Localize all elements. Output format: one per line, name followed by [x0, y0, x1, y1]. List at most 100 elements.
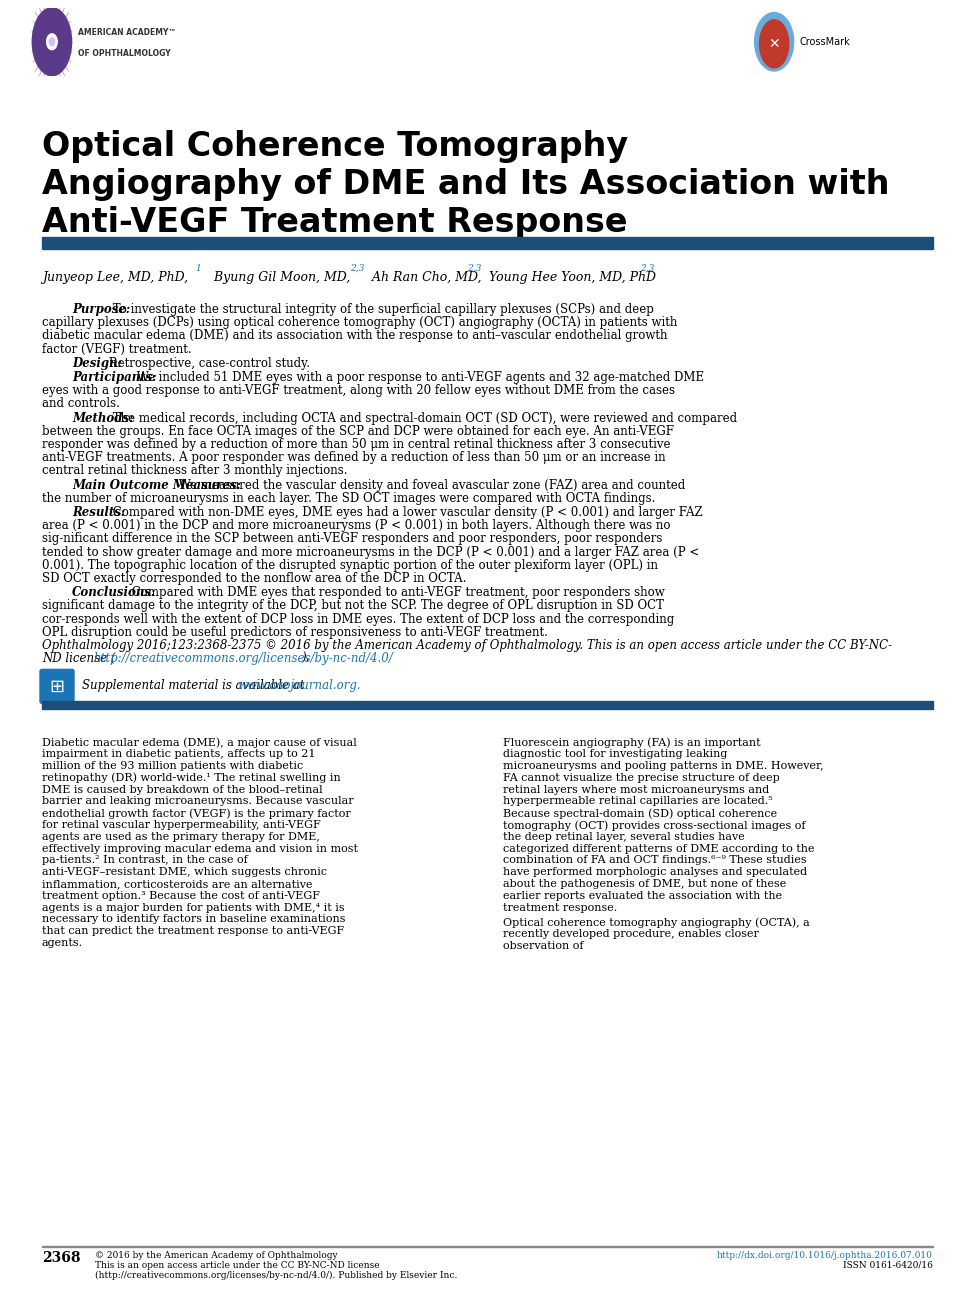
Text: agents.: agents.	[42, 938, 83, 947]
Text: http://creativecommons.org/licenses/by-nc-nd/4.0/: http://creativecommons.org/licenses/by-n…	[93, 652, 393, 666]
Text: diabetic macular edema (DME) and its association with the response to anti–vascu: diabetic macular edema (DME) and its ass…	[42, 329, 668, 342]
Text: have performed morphologic analyses and speculated: have performed morphologic analyses and …	[503, 868, 807, 877]
Text: and controls.: and controls.	[42, 398, 120, 410]
Text: the number of microaneurysms in each layer. The SD OCT images were compared with: the number of microaneurysms in each lay…	[42, 492, 655, 505]
Text: ).: ).	[301, 652, 310, 666]
Text: The medical records, including OCTA and spectral-domain OCT (SD OCT), were revie: The medical records, including OCTA and …	[109, 411, 737, 424]
Text: CrossMark: CrossMark	[800, 37, 850, 47]
Text: retinal layers where most microaneurysms and: retinal layers where most microaneurysms…	[503, 784, 769, 795]
Ellipse shape	[755, 13, 794, 70]
Text: treatment response.: treatment response.	[503, 903, 617, 912]
Text: Optical coherence tomography angiography (OCTA), a: Optical coherence tomography angiography…	[503, 917, 810, 928]
Ellipse shape	[50, 38, 55, 46]
Text: microaneurysms and pooling patterns in DME. However,: microaneurysms and pooling patterns in D…	[503, 761, 824, 771]
Text: between the groups. En face OCTA images of the SCP and DCP were obtained for eac: between the groups. En face OCTA images …	[42, 425, 674, 437]
Text: To investigate the structural integrity of the superficial capillary plexuses (S: To investigate the structural integrity …	[109, 303, 654, 316]
Text: 2,3: 2,3	[350, 264, 365, 273]
Text: We included 51 DME eyes with a poor response to anti-VEGF agents and 32 age-matc: We included 51 DME eyes with a poor resp…	[133, 371, 704, 384]
Text: earlier reports evaluated the association with the: earlier reports evaluated the associatio…	[503, 891, 782, 900]
Text: We measured the vascular density and foveal avascular zone (FAZ) area and counte: We measured the vascular density and fov…	[175, 479, 685, 492]
Text: anti-VEGF–resistant DME, which suggests chronic: anti-VEGF–resistant DME, which suggests …	[42, 868, 328, 877]
Text: SD OCT exactly corresponded to the nonflow area of the DCP in OCTA.: SD OCT exactly corresponded to the nonfl…	[42, 572, 466, 585]
Text: Ah Ran Cho, MD,: Ah Ran Cho, MD,	[368, 271, 482, 284]
Text: ⊞: ⊞	[50, 677, 64, 696]
Text: Anti-VEGF Treatment Response: Anti-VEGF Treatment Response	[42, 206, 628, 239]
Text: Participants:: Participants:	[72, 371, 157, 384]
Text: OPL disruption could be useful predictors of responsiveness to anti-VEGF treatme: OPL disruption could be useful predictor…	[42, 626, 548, 639]
Text: ND license (: ND license (	[42, 652, 115, 666]
Ellipse shape	[760, 20, 789, 68]
Text: www.aaojournal.org.: www.aaojournal.org.	[237, 679, 361, 692]
Text: effectively improving macular edema and vision in most: effectively improving macular edema and …	[42, 843, 358, 853]
Text: Because spectral-domain (SD) optical coherence: Because spectral-domain (SD) optical coh…	[503, 808, 777, 818]
Text: FA cannot visualize the precise structure of deep: FA cannot visualize the precise structur…	[503, 773, 780, 783]
Text: barrier and leaking microaneurysms. Because vascular: barrier and leaking microaneurysms. Beca…	[42, 796, 354, 806]
Text: diagnostic tool for investigating leaking: diagnostic tool for investigating leakin…	[503, 749, 727, 760]
Bar	[42, 238, 933, 249]
Text: tomography (OCT) provides cross-sectional images of: tomography (OCT) provides cross-sectiona…	[503, 820, 805, 830]
Text: Main Outcome Measures:: Main Outcome Measures:	[72, 479, 241, 492]
Text: eyes with a good response to anti-VEGF treatment, along with 20 fellow eyes with: eyes with a good response to anti-VEGF t…	[42, 384, 675, 397]
Text: 2,3: 2,3	[467, 264, 482, 273]
Text: cor-responds well with the extent of DCP loss in DME eyes. The extent of DCP los: cor-responds well with the extent of DCP…	[42, 612, 675, 625]
Text: Fluorescein angiography (FA) is an important: Fluorescein angiography (FA) is an impor…	[503, 737, 760, 748]
Text: categorized different patterns of DME according to the: categorized different patterns of DME ac…	[503, 843, 814, 853]
Text: agents is a major burden for patients with DME,⁴ it is: agents is a major burden for patients wi…	[42, 903, 344, 912]
FancyBboxPatch shape	[40, 669, 74, 703]
Text: observation of: observation of	[503, 941, 583, 951]
Text: OF OPHTHALMOLOGY: OF OPHTHALMOLOGY	[78, 48, 171, 57]
Text: area (P < 0.001) in the DCP and more microaneurysms (P < 0.001) in both layers. : area (P < 0.001) in the DCP and more mic…	[42, 519, 671, 532]
Text: 1: 1	[195, 264, 201, 273]
Text: 2,3: 2,3	[640, 264, 654, 273]
Text: combination of FA and OCT findings.⁶⁻⁹ These studies: combination of FA and OCT findings.⁶⁻⁹ T…	[503, 855, 806, 865]
Text: about the pathogenesis of DME, but none of these: about the pathogenesis of DME, but none …	[503, 880, 786, 889]
Text: This is an open access article under the CC BY-NC-ND license: This is an open access article under the…	[95, 1261, 379, 1270]
Text: Purpose:: Purpose:	[72, 303, 131, 316]
Text: Young Hee Yoon, MD, PhD: Young Hee Yoon, MD, PhD	[485, 271, 656, 284]
Text: http://dx.doi.org/10.1016/j.ophtha.2016.07.010: http://dx.doi.org/10.1016/j.ophtha.2016.…	[718, 1251, 933, 1261]
Text: million of the 93 million patients with diabetic: million of the 93 million patients with …	[42, 761, 303, 771]
Text: Compared with non-DME eyes, DME eyes had a lower vascular density (P < 0.001) an: Compared with non-DME eyes, DME eyes had…	[109, 506, 703, 519]
Text: tended to show greater damage and more microaneurysms in the DCP (P < 0.001) and: tended to show greater damage and more m…	[42, 545, 699, 559]
Text: Design:: Design:	[72, 356, 122, 369]
Text: ✕: ✕	[768, 37, 780, 51]
Text: ISSN 0161-6420/16: ISSN 0161-6420/16	[843, 1261, 933, 1270]
Text: pa-tients.² In contrast, in the case of: pa-tients.² In contrast, in the case of	[42, 855, 248, 865]
Text: recently developed procedure, enables closer: recently developed procedure, enables cl…	[503, 929, 759, 940]
Text: hyperpermeable retinal capillaries are located.⁵: hyperpermeable retinal capillaries are l…	[503, 796, 772, 806]
Text: Compared with DME eyes that responded to anti-VEGF treatment, poor responders sh: Compared with DME eyes that responded to…	[128, 586, 665, 599]
Ellipse shape	[32, 8, 71, 76]
Text: Supplemental material is available at: Supplemental material is available at	[82, 679, 308, 692]
Text: agents are used as the primary therapy for DME,: agents are used as the primary therapy f…	[42, 831, 320, 842]
Text: significant damage to the integrity of the DCP, but not the SCP. The degree of O: significant damage to the integrity of t…	[42, 599, 664, 612]
Text: Methods:: Methods:	[72, 411, 134, 424]
Text: (http://creativecommons.org/licenses/by-nc-nd/4.0/). Published by Elsevier Inc.: (http://creativecommons.org/licenses/by-…	[95, 1271, 457, 1280]
Text: that can predict the treatment response to anti-VEGF: that can predict the treatment response …	[42, 927, 344, 936]
Text: DME is caused by breakdown of the blood–retinal: DME is caused by breakdown of the blood–…	[42, 784, 323, 795]
Text: Ophthalmology 2016;123:2368-2375 © 2016 by the American Academy of Ophthalmology: Ophthalmology 2016;123:2368-2375 © 2016 …	[42, 639, 892, 652]
Text: Diabetic macular edema (DME), a major cause of visual: Diabetic macular edema (DME), a major ca…	[42, 737, 357, 748]
Text: sig-nificant difference in the SCP between anti-VEGF responders and poor respond: sig-nificant difference in the SCP betwe…	[42, 532, 662, 545]
Text: 2368: 2368	[42, 1251, 81, 1265]
Text: central retinal thickness after 3 monthly injections.: central retinal thickness after 3 monthl…	[42, 465, 347, 478]
Text: anti-VEGF treatments. A poor responder was defined by a reduction of less than 5: anti-VEGF treatments. A poor responder w…	[42, 452, 666, 465]
Text: endothelial growth factor (VEGF) is the primary factor: endothelial growth factor (VEGF) is the …	[42, 808, 351, 818]
Bar	[42, 701, 933, 710]
Text: the deep retinal layer, several studies have: the deep retinal layer, several studies …	[503, 831, 745, 842]
Ellipse shape	[47, 34, 58, 50]
Text: Junyeop Lee, MD, PhD,: Junyeop Lee, MD, PhD,	[42, 271, 188, 284]
Text: AMERICAN ACADEMY™: AMERICAN ACADEMY™	[78, 29, 176, 38]
Text: treatment option.³ Because the cost of anti-VEGF: treatment option.³ Because the cost of a…	[42, 891, 320, 900]
Text: capillary plexuses (DCPs) using optical coherence tomography (OCT) angiography (: capillary plexuses (DCPs) using optical …	[42, 316, 678, 329]
Text: Results:: Results:	[72, 506, 125, 519]
Text: inflammation, corticosteroids are an alternative: inflammation, corticosteroids are an alt…	[42, 880, 313, 889]
Text: Byung Gil Moon, MD,: Byung Gil Moon, MD,	[210, 271, 350, 284]
Text: Angiography of DME and Its Association with: Angiography of DME and Its Association w…	[42, 168, 889, 201]
Text: factor (VEGF) treatment.: factor (VEGF) treatment.	[42, 343, 192, 355]
Text: Conclusions:: Conclusions:	[72, 586, 156, 599]
Text: responder was defined by a reduction of more than 50 μm in central retinal thick: responder was defined by a reduction of …	[42, 438, 671, 452]
Text: Retrospective, case-control study.: Retrospective, case-control study.	[104, 356, 310, 369]
Text: retinopathy (DR) world-wide.¹ The retinal swelling in: retinopathy (DR) world-wide.¹ The retina…	[42, 773, 340, 783]
Text: for retinal vascular hyperpermeability, anti-VEGF: for retinal vascular hyperpermeability, …	[42, 820, 321, 830]
Text: © 2016 by the American Academy of Ophthalmology: © 2016 by the American Academy of Ophtha…	[95, 1251, 337, 1261]
